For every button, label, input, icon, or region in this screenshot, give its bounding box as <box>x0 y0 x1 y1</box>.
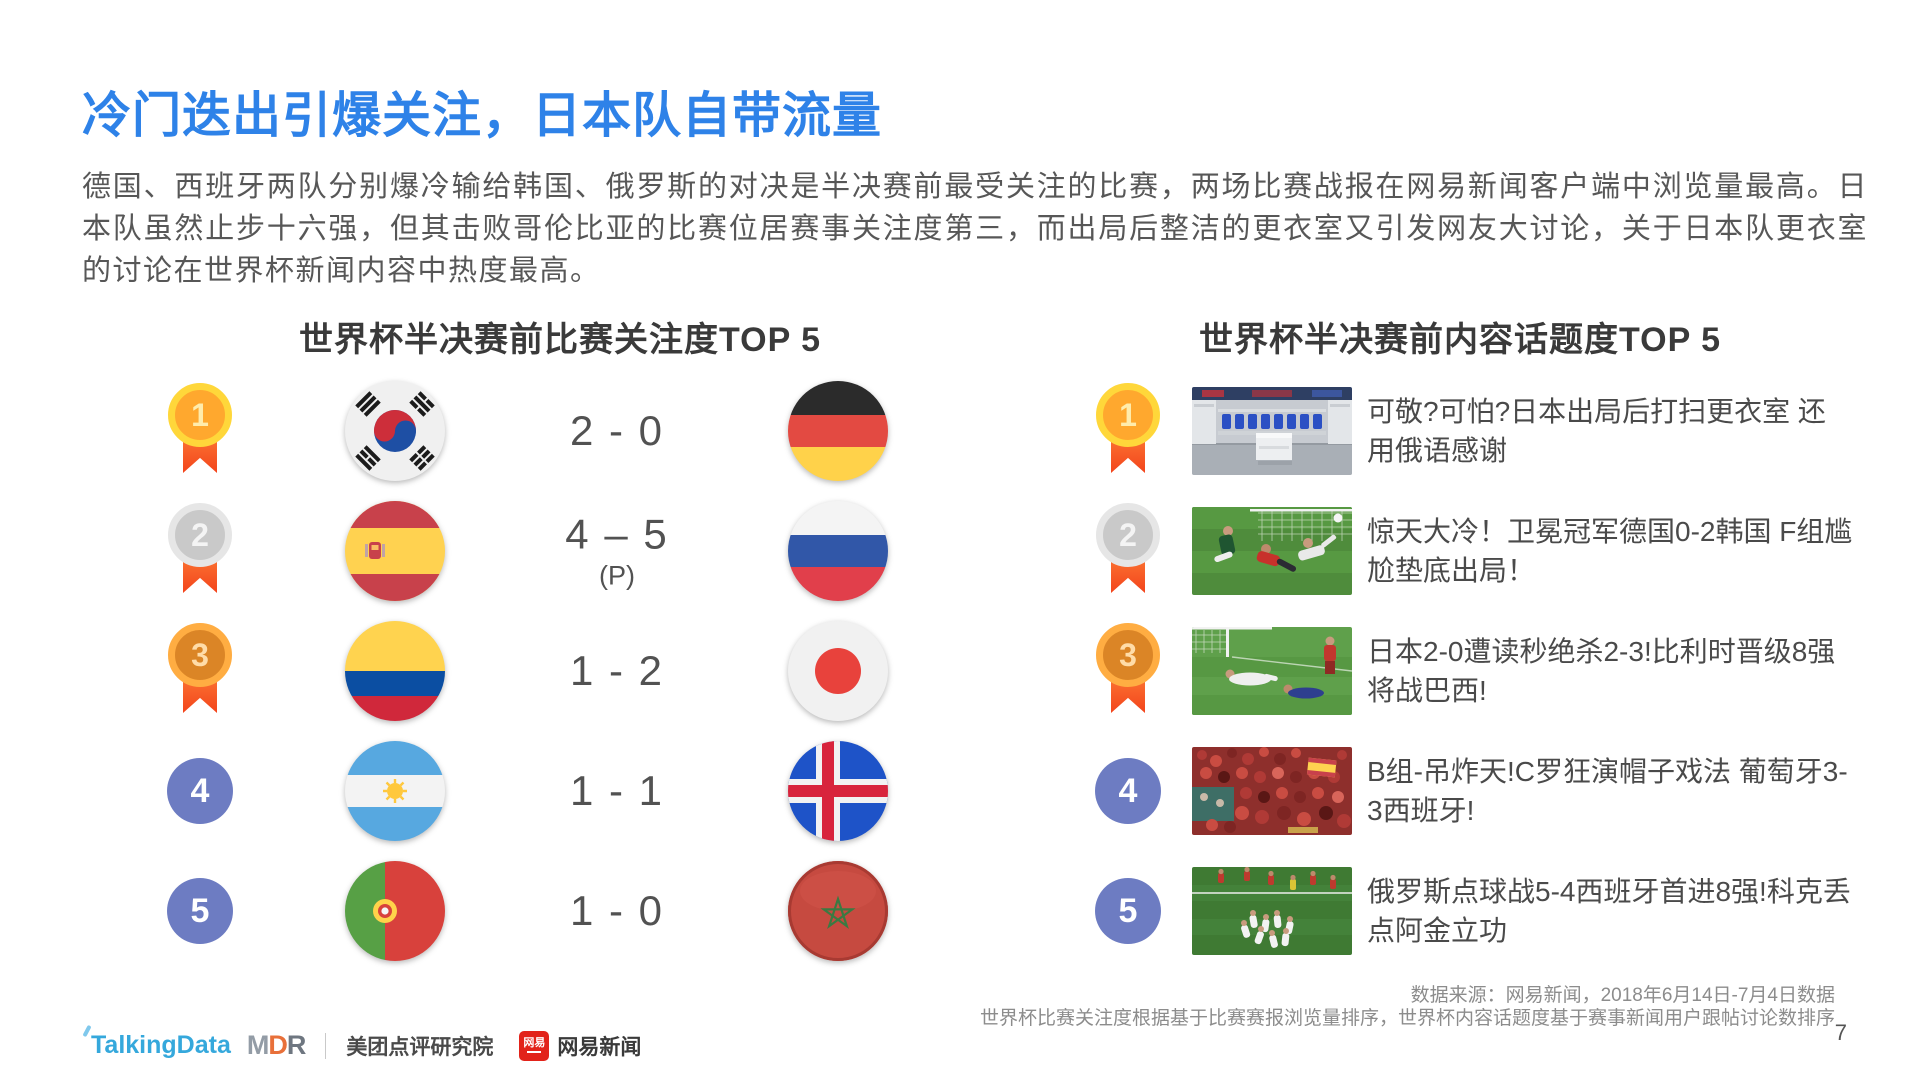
rank-number: 4 <box>1118 771 1138 810</box>
rank-number: 2 <box>191 516 209 553</box>
news-headline: 俄罗斯点球战5-4西班牙首进8强!科克丢点阿金立功 <box>1367 876 1851 946</box>
summary-paragraph: 德国、西班牙两队分别爆冷输给韩国、俄罗斯的对决是半决赛前最受关注的比赛，两场比赛… <box>82 171 1868 287</box>
rank-badge: 4 <box>167 758 233 824</box>
match-row-1: 1 2 - 0 <box>80 371 1040 491</box>
south-korea-flag-icon <box>345 381 445 481</box>
netease-badge-icon: 网易 <box>519 1030 550 1061</box>
left-panel-heading: 世界杯半决赛前比赛关注度TOP 5 <box>298 321 822 359</box>
netease-news-label: 网易新闻 <box>557 1035 642 1059</box>
news-headline: 日本2-0遭读秒绝杀2-3!比利时晋级8强将战巴西! <box>1367 636 1836 706</box>
match-attention-list: 1 2 - 0 <box>80 371 1040 971</box>
bronze-medal-icon: 3 <box>1096 623 1160 719</box>
japan-belgium-pitch-thumbnail <box>1192 627 1352 715</box>
silver-medal-icon: 2 <box>168 503 232 599</box>
news-headline: B组-吊炸天!C罗狂演帽子戏法 葡萄牙3-3西班牙! <box>1367 756 1848 826</box>
gold-medal-icon: 1 <box>1096 383 1160 479</box>
match-row-5: 5 1 - 0 <box>80 851 1040 971</box>
rank-number: 1 <box>1119 396 1137 433</box>
netease-logo: 网易 网易新闻 <box>519 1030 642 1061</box>
talkingdata-wordmark: TalkingData <box>91 1031 231 1059</box>
penalty-note: (P) <box>598 560 635 591</box>
bronze-medal-icon: 3 <box>168 623 232 719</box>
rank-number: 4 <box>190 771 210 810</box>
morocco-flag-icon <box>788 861 888 961</box>
argentina-flag-icon <box>345 741 445 841</box>
iceland-flag-icon <box>788 741 888 841</box>
match-score: 4 – 5 <box>565 510 669 558</box>
news-row-5: 5 <box>1060 851 1880 971</box>
news-row-1: 1 可敬?可怕?日本 <box>1060 371 1880 491</box>
match-score: 1 - 0 <box>569 887 665 934</box>
portugal-flag-icon <box>345 861 445 961</box>
match-row-3: 3 1 - 2 <box>80 611 1040 731</box>
page-title: 冷门迭出引爆关注，日本队自带流量 <box>82 89 883 143</box>
rank-number: 3 <box>191 636 209 673</box>
rank-badge: 5 <box>167 878 233 944</box>
gold-medal-icon: 1 <box>168 383 232 479</box>
rank-number: 2 <box>1119 516 1137 553</box>
colombia-flag-icon <box>345 621 445 721</box>
rank-badge: 5 <box>1095 878 1161 944</box>
match-score: 2 - 0 <box>569 407 665 454</box>
locker-room-thumbnail <box>1192 387 1352 475</box>
match-score: 1 - 2 <box>569 647 665 694</box>
rank-badge: 4 <box>1095 758 1161 824</box>
news-headline: 惊天大冷！卫冕冠军德国0-2韩国 F组尴尬垫底出局！ <box>1367 516 1853 586</box>
silver-medal-icon: 2 <box>1096 503 1160 599</box>
rank-number: 3 <box>1119 636 1137 673</box>
match-score: 1 - 1 <box>569 767 665 814</box>
russia-flag-icon <box>788 501 888 601</box>
meituan-research-label: 美团点评研究院 <box>346 1035 494 1059</box>
rank-number: 1 <box>191 396 209 433</box>
source-line-2: 世界杯比赛关注度根据基于比赛赛报浏览量排序，世界杯内容话题度基于赛事新闻用户跟帖… <box>979 1008 1835 1029</box>
right-panel-heading: 世界杯半决赛前内容话题度TOP 5 <box>1198 321 1722 359</box>
content-topic-list: 1 可敬?可怕?日本 <box>1060 371 1880 971</box>
source-line-1: 数据来源：网易新闻，2018年6月14日-7月4日数据 <box>1410 985 1835 1006</box>
data-source-note: 数据来源：网易新闻，2018年6月14日-7月4日数据 世界杯比赛关注度根据基于… <box>980 984 1835 1030</box>
news-row-2: 2 <box>1060 491 1880 611</box>
news-headline: 可敬?可怕?日本出局后打扫更衣室 还用俄语感谢 <box>1367 396 1826 466</box>
news-row-4: 4 <box>1060 731 1880 851</box>
germany-korea-goal-thumbnail <box>1192 507 1352 595</box>
japan-flag-icon <box>788 621 888 721</box>
rank-number: 5 <box>1118 891 1138 930</box>
spain-flag-icon <box>345 501 445 601</box>
germany-flag-icon <box>788 381 888 481</box>
red-fans-crowd-thumbnail <box>1192 747 1352 835</box>
match-row-2: 2 4 – 5 (P) <box>80 491 1040 611</box>
rank-number: 5 <box>190 891 210 930</box>
news-row-3: 3 <box>1060 611 1880 731</box>
talkingdata-logo: TalkingData <box>82 1024 231 1060</box>
logo-divider <box>325 1032 327 1059</box>
russia-penalty-celebration-thumbnail <box>1192 867 1352 955</box>
match-row-4: 4 1 - 1 <box>80 731 1040 851</box>
page-number: 7 <box>1834 1020 1847 1045</box>
